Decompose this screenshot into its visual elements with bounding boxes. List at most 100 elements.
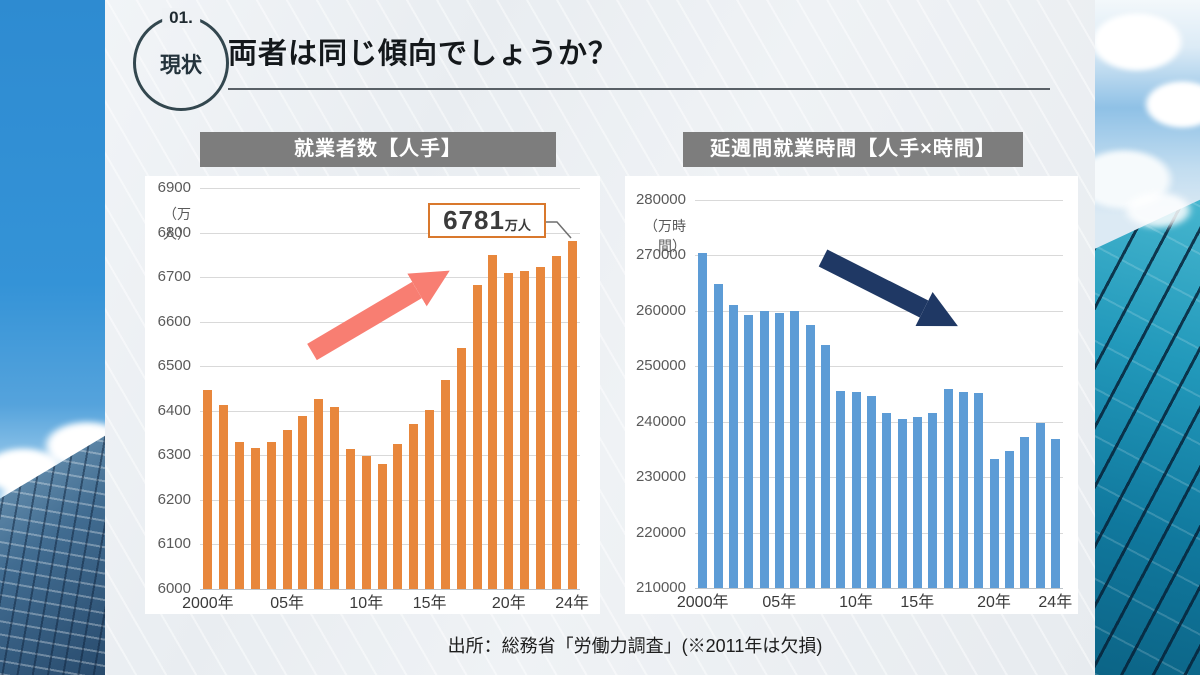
gridline (695, 310, 1063, 312)
y-axis-tick-label: 270000 (635, 246, 686, 264)
bar-2021 (520, 271, 530, 589)
gridline (200, 410, 580, 412)
gridline (695, 477, 1063, 479)
bar-2022 (535, 266, 545, 589)
callout-line (546, 221, 572, 239)
x-axis-tick-label: 10年 (349, 595, 384, 612)
x-axis-tick-label: 20年 (977, 594, 1011, 611)
background-photo-sky-left (0, 0, 132, 675)
y-axis-tick-label: 250000 (635, 357, 686, 375)
x-axis-tick-label: 05年 (270, 595, 304, 612)
y-axis-tick-label: 230000 (635, 468, 686, 486)
bar-2012 (377, 464, 387, 589)
y-axis-tick-label: 6700 (157, 268, 191, 286)
source-note: 出所：総務省「労働力調査」(※2011年は欠損) (447, 636, 823, 656)
y-axis-unit-label: （万時間） (644, 218, 686, 254)
gridline (200, 277, 580, 279)
cloud-image (1103, 170, 1200, 250)
y-axis-tick-label: 6900 (157, 179, 191, 196)
working-hours-chart: 210000 220000 230000 240000 250000 260000 2700… (625, 176, 1078, 614)
gridline (200, 589, 580, 590)
annotation-value: 6781 (443, 205, 505, 235)
background-photo-sky-right (1085, 0, 1200, 675)
right-chart-title: 延週間就業時間【人手×時間】 (683, 132, 1023, 167)
bar-2016 (928, 413, 938, 588)
bar-2001 (713, 283, 723, 588)
title-block: 両者は同じ傾向でしょうか？ (228, 30, 1050, 90)
x-axis-tick-label: 24年 (555, 595, 589, 612)
left-chart-title: 就業者数【人手】 (200, 132, 556, 167)
data-label-callout: 6781 万人 (428, 203, 546, 238)
bar-2022 (1020, 437, 1030, 588)
section-number: 01. (162, 8, 200, 28)
gridline (200, 366, 580, 368)
annotation-unit: 万人 (504, 218, 531, 233)
bar-2010 (851, 391, 861, 588)
section-badge: 01. 現状 (133, 8, 229, 111)
gridline (200, 499, 580, 501)
x-axis-tick-label: 15年 (412, 595, 447, 612)
y-axis-tick-label: 6400 (157, 401, 191, 419)
bar-2005 (774, 313, 784, 588)
bar-2004 (266, 442, 276, 589)
bar-2017 (456, 347, 466, 589)
bar-2008 (330, 406, 340, 589)
bar-2003 (744, 315, 754, 588)
gridline (695, 421, 1063, 423)
bar-2023 (1035, 423, 1045, 588)
bar-2000 (698, 253, 708, 588)
gridline (695, 200, 1063, 201)
y-axis-tick-label: 6600 (157, 312, 191, 330)
bar-2021 (1004, 450, 1014, 588)
bar-2013 (882, 412, 892, 588)
downward-trend-arrow (818, 249, 958, 327)
gridline (200, 232, 580, 234)
gridline (695, 588, 1063, 589)
bar-2023 (551, 256, 561, 589)
bar-2015 (912, 416, 922, 588)
x-axis-tick-label: 2000年 (676, 594, 729, 611)
building-image-right (1095, 199, 1200, 675)
y-axis-tick-label: 6800 (157, 223, 191, 241)
bar-2013 (393, 443, 403, 589)
page-title: 両者は同じ傾向でしょうか？ (228, 38, 619, 70)
bar-2019 (488, 254, 498, 589)
gridline (695, 255, 1063, 257)
left-chart-overlay (307, 221, 572, 361)
bar-2010 (361, 456, 371, 589)
bar-2020 (989, 458, 999, 588)
bar-2006 (298, 415, 308, 589)
bar-2016 (440, 379, 450, 589)
y-axis-tick-label: 260000 (635, 301, 686, 319)
y-axis-tick-label: 280000 (635, 191, 686, 208)
bar-2002 (235, 442, 245, 589)
bar-2018 (472, 285, 482, 589)
bar-2014 (897, 418, 907, 588)
bar-2009 (836, 390, 846, 588)
x-axis-tick-label: 24年 (1038, 594, 1073, 611)
gridline (695, 532, 1063, 534)
gridline (200, 188, 580, 189)
y-axis-tick-label: 6000 (157, 580, 191, 597)
bar-2008 (820, 345, 830, 588)
x-axis-tick-label: 2000年 (182, 595, 234, 612)
x-axis-tick-label: 10年 (839, 594, 873, 611)
bar-2020 (504, 272, 514, 589)
bar-2018 (958, 391, 968, 588)
section-label: 現状 (160, 54, 202, 78)
x-axis-tick-label: 05年 (762, 594, 797, 611)
y-axis-tick-label: 6300 (157, 446, 191, 464)
employment-chart: 6781 万人 6000 6100 6200 6300 6400 6500 6600 6700… (145, 176, 600, 614)
y-axis-tick-label: 210000 (635, 579, 686, 596)
y-axis-tick-label: 6500 (157, 357, 191, 375)
bar-2003 (250, 448, 260, 589)
y-axis-tick-label: 6100 (157, 535, 191, 553)
bar-2017 (943, 388, 953, 588)
y-axis-tick-label: 6200 (157, 490, 191, 508)
x-axis-tick-label: 15年 (900, 594, 935, 611)
bar-2005 (282, 430, 292, 589)
bar-2019 (974, 392, 984, 588)
bar-2001 (219, 405, 229, 589)
bar-2004 (759, 311, 769, 588)
